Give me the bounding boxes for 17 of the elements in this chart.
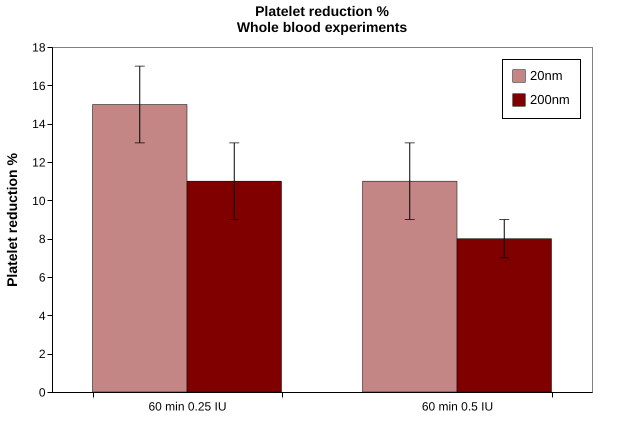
y-tick-label: 12 (32, 156, 46, 170)
y-tick-label: 10 (32, 194, 46, 208)
y-axis-title: Platelet reduction % (4, 152, 20, 287)
y-tick-label: 16 (32, 78, 46, 93)
chart-title: Platelet reduction % (255, 3, 390, 19)
y-tick-label: 18 (32, 40, 46, 54)
x-tick-label: 60 min 0.5 IU (422, 400, 494, 414)
y-tick-label: 8 (38, 232, 46, 246)
y-tick-label: 4 (38, 308, 46, 323)
x-tick-label: 60 min 0.25 IU (148, 400, 227, 414)
y-tick-label: 6 (38, 270, 46, 284)
legend-label: 200nm (530, 92, 570, 107)
y-tick-label: 0 (38, 386, 46, 400)
y-tick-label: 14 (32, 117, 46, 132)
legend-label: 20nm (530, 68, 563, 83)
y-tick-label: 2 (38, 347, 46, 362)
chart-subtitle: Whole blood experiments (236, 19, 408, 35)
